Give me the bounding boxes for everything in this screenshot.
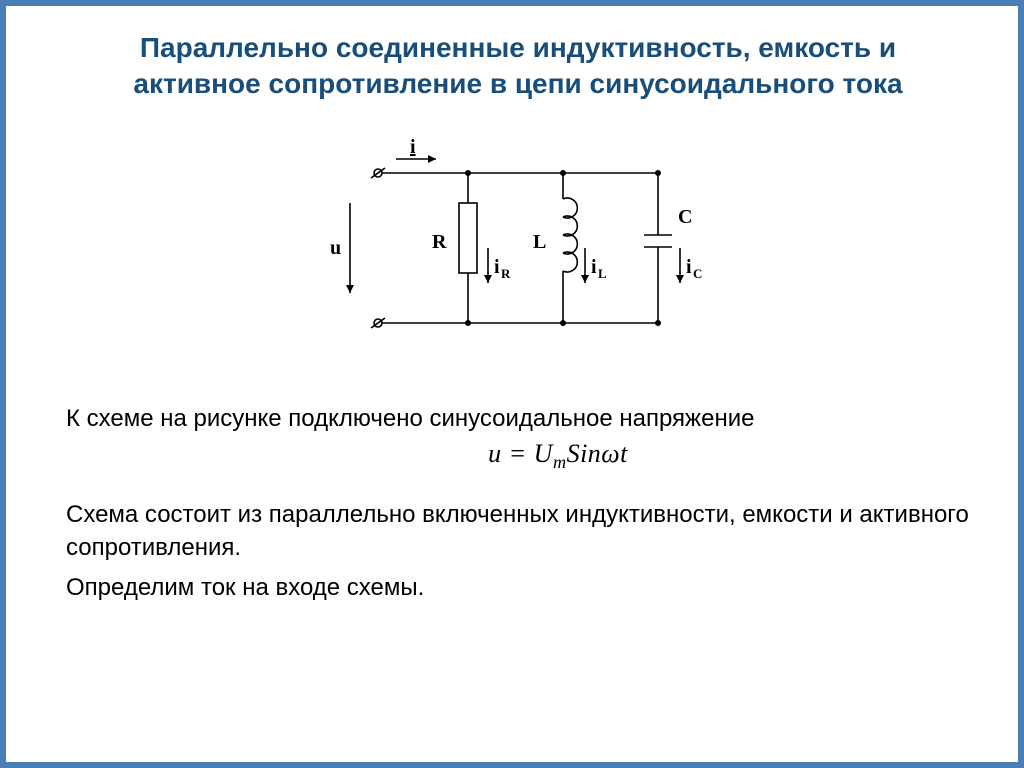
svg-text:u: u xyxy=(330,237,341,259)
svg-text:R: R xyxy=(432,231,447,253)
paragraph-2: Схема состоит из параллельно включенных … xyxy=(66,499,970,564)
svg-text:L: L xyxy=(598,266,607,281)
paragraph-3: Определим ток на входе схемы. xyxy=(66,572,970,604)
paragraph-1: К схеме на рисунке подключено синусоидал… xyxy=(66,403,970,435)
svg-text:i: i xyxy=(686,256,692,278)
voltage-formula: u = UmSinωt xyxy=(146,439,970,473)
slide-title: Параллельно соединенные индуктивность, е… xyxy=(98,30,938,103)
svg-text:i: i xyxy=(494,256,500,278)
svg-text:C: C xyxy=(693,266,702,281)
svg-text:i: i xyxy=(410,136,416,158)
circuit-diagram: iuRiRLiLCiC xyxy=(318,133,718,353)
svg-text:i: i xyxy=(591,256,597,278)
circuit-diagram-container: iuRiRLiLCiC xyxy=(66,133,970,353)
svg-text:R: R xyxy=(501,266,511,281)
svg-text:L: L xyxy=(533,231,546,253)
svg-text:C: C xyxy=(678,206,692,228)
